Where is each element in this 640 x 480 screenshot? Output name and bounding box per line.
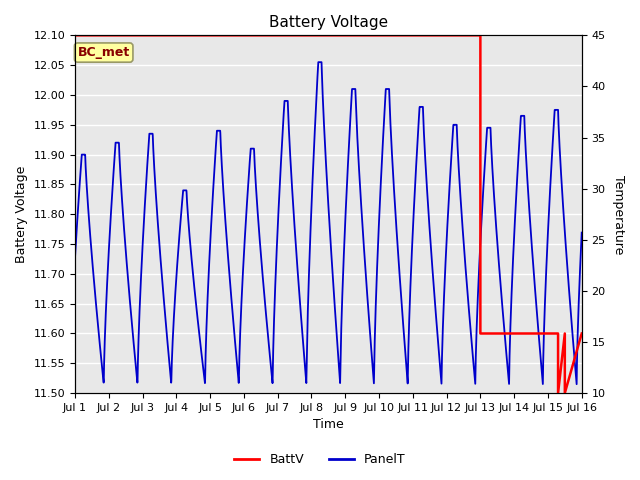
Text: BC_met: BC_met xyxy=(77,46,130,59)
Y-axis label: Battery Voltage: Battery Voltage xyxy=(15,166,28,263)
Legend: BattV, PanelT: BattV, PanelT xyxy=(229,448,411,471)
Y-axis label: Temperature: Temperature xyxy=(612,175,625,254)
Title: Battery Voltage: Battery Voltage xyxy=(269,15,388,30)
X-axis label: Time: Time xyxy=(313,419,344,432)
